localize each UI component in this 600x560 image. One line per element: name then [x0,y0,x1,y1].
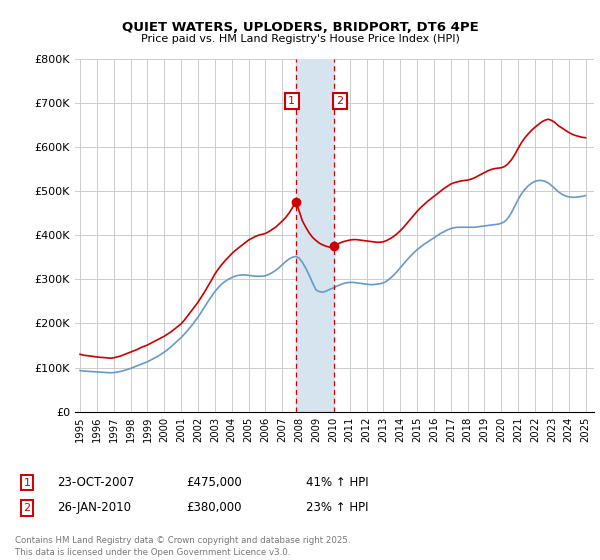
Bar [296,59,334,412]
Text: 2: 2 [337,96,343,106]
Text: £380,000: £380,000 [186,501,241,515]
Text: 1: 1 [23,478,31,488]
Text: £475,000: £475,000 [186,476,242,489]
Text: 41% ↑ HPI: 41% ↑ HPI [306,476,368,489]
Text: 23-OCT-2007: 23-OCT-2007 [57,476,134,489]
Text: QUIET WATERS, UPLODERS, BRIDPORT, DT6 4PE: QUIET WATERS, UPLODERS, BRIDPORT, DT6 4P… [122,21,478,34]
Text: 26-JAN-2010: 26-JAN-2010 [57,501,131,515]
Text: 2: 2 [23,503,31,513]
Text: Price paid vs. HM Land Registry's House Price Index (HPI): Price paid vs. HM Land Registry's House … [140,34,460,44]
Text: Contains HM Land Registry data © Crown copyright and database right 2025.
This d: Contains HM Land Registry data © Crown c… [15,536,350,557]
Text: 1: 1 [288,96,295,106]
Text: 23% ↑ HPI: 23% ↑ HPI [306,501,368,515]
